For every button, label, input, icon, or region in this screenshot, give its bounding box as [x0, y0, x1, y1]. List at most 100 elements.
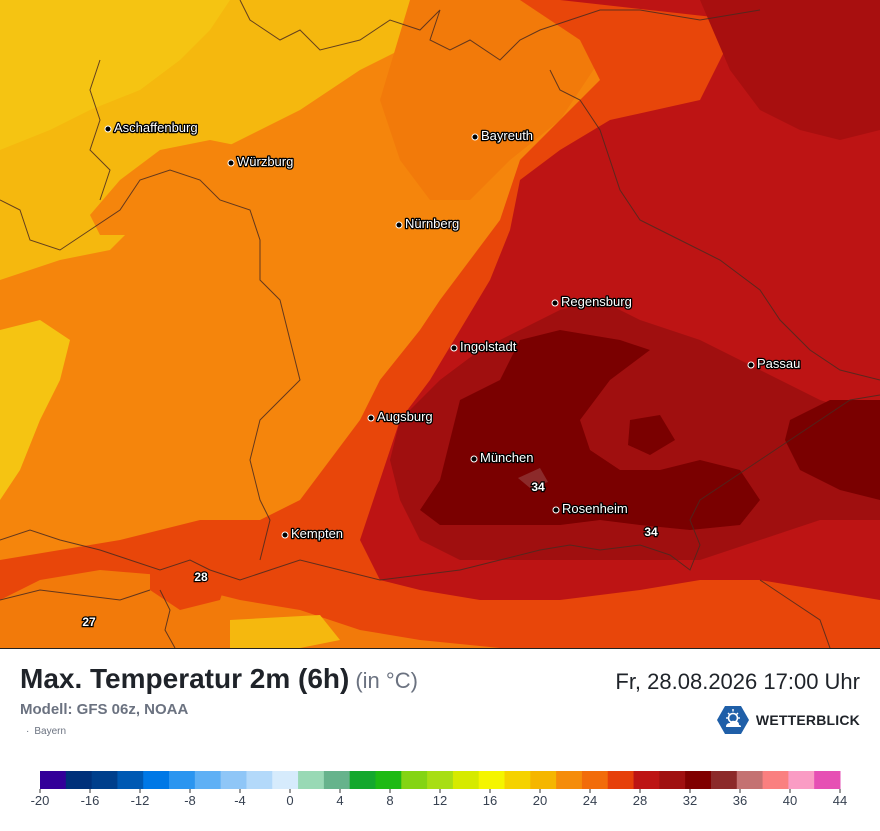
city-label: Kempten	[291, 526, 343, 541]
legend-swatch	[814, 771, 841, 789]
map-footer: Max. Temperatur 2m (6h) (in °C) Modell: G…	[0, 648, 880, 831]
city-label: Nürnberg	[405, 216, 459, 231]
legend-swatch	[607, 771, 635, 789]
value-label: 34	[531, 480, 545, 494]
city-dot-icon	[367, 414, 375, 422]
legend-tick-label: -8	[184, 793, 196, 808]
legend-swatch	[504, 771, 531, 789]
temperature-field-20-south	[230, 615, 340, 648]
legend-swatch	[349, 771, 376, 789]
title-unit: (in °C)	[355, 668, 418, 693]
city-label: Aschaffenburg	[114, 120, 198, 135]
city-label: München	[480, 450, 533, 465]
city-dot-icon	[450, 344, 458, 352]
legend-swatch	[246, 771, 273, 789]
legend-swatch	[65, 771, 93, 789]
temperature-field-26-south	[0, 570, 500, 648]
city-label: Würzburg	[237, 154, 293, 169]
region-text: Bayern	[34, 726, 67, 737]
legend-swatch	[530, 771, 557, 789]
city-kempten[interactable]: Kempten	[281, 525, 344, 542]
city-dot-icon	[471, 133, 479, 141]
title-text: Max. Temperatur 2m (6h)	[20, 663, 350, 694]
region-dot-icon: ·	[26, 726, 30, 737]
legend-swatch	[736, 771, 764, 789]
city-label: Bayreuth	[481, 128, 533, 143]
legend-swatch	[220, 771, 247, 789]
legend-swatch	[272, 771, 299, 789]
legend-swatch	[91, 771, 118, 789]
legend-tick-label: 20	[533, 793, 547, 808]
city-ingolstadt[interactable]: Ingolstadt	[450, 338, 518, 355]
city-dot-icon	[470, 455, 478, 463]
legend-swatch	[710, 771, 738, 789]
temperature-field-34	[420, 330, 760, 530]
legend-swatch	[581, 771, 609, 789]
city-w-rzburg[interactable]: Würzburg	[227, 153, 295, 170]
legend-tick-label: 36	[733, 793, 747, 808]
map-canvas: Aschaffenburg Würzburg Bayreuth Nürnberg Reg…	[0, 0, 880, 648]
city-dot-icon	[747, 361, 755, 369]
legend-tick-label: -12	[131, 793, 150, 808]
legend-tick-label: 28	[633, 793, 647, 808]
legend-swatch	[298, 771, 325, 789]
temperature-map[interactable]: Aschaffenburg Würzburg Bayreuth Nürnberg Reg…	[0, 0, 880, 648]
city-label: Augsburg	[377, 409, 433, 424]
city-n-rnberg[interactable]: Nürnberg	[395, 215, 461, 232]
legend-swatch	[685, 771, 712, 789]
legend-swatch	[478, 771, 506, 789]
temperature-field-20-west	[0, 320, 70, 500]
value-label: 28	[194, 570, 208, 584]
legend-tick-label: 16	[483, 793, 497, 808]
temperature-field-24-west	[90, 140, 310, 235]
temperature-field-20-northwest	[0, 0, 230, 150]
legend-tick-label: -16	[81, 793, 100, 808]
legend-swatch	[117, 771, 144, 789]
city-bayreuth[interactable]: Bayreuth	[471, 127, 534, 144]
legend-tick-label: 40	[783, 793, 797, 808]
legend-swatch	[323, 771, 351, 789]
legend-swatch	[452, 771, 480, 789]
legend-swatch	[40, 771, 67, 789]
temperature-field-31-northeast	[700, 0, 880, 140]
city-dot-icon	[395, 221, 403, 229]
legend-swatch	[143, 771, 170, 789]
legend-swatch	[194, 771, 222, 789]
city-rosenheim[interactable]: Rosenheim	[552, 500, 629, 517]
city-label: Rosenheim	[562, 501, 628, 516]
city-dot-icon	[551, 299, 559, 307]
city-m-nchen[interactable]: München	[470, 449, 535, 466]
region-label: · Bayern	[26, 726, 66, 737]
temperature-field-34-passau	[785, 400, 880, 500]
legend-swatch	[169, 771, 196, 789]
legend-tick-label: 4	[336, 793, 343, 808]
brand-name: WETTERBLICK	[755, 712, 860, 728]
legend-swatch	[788, 771, 815, 789]
value-label: 34	[644, 525, 658, 539]
brand-logo[interactable]: WETTERBLICK	[716, 705, 860, 735]
legend-swatch	[401, 771, 428, 789]
legend-swatch	[375, 771, 402, 789]
legend-tick-label: -4	[234, 793, 246, 808]
city-augsburg[interactable]: Augsburg	[367, 408, 434, 425]
legend-swatch	[427, 771, 454, 789]
forecast-datetime: Fr, 28.08.2026 17:00 Uhr	[615, 669, 860, 694]
legend-swatch	[633, 771, 660, 789]
city-dot-icon	[281, 531, 289, 539]
sun-cloud-icon	[716, 706, 749, 734]
city-label: Regensburg	[561, 294, 632, 309]
city-label: Passau	[757, 356, 800, 371]
legend-tick-label: 8	[386, 793, 393, 808]
legend-tick-label: 0	[286, 793, 293, 808]
city-regensburg[interactable]: Regensburg	[551, 293, 633, 310]
legend-tick-label: 44	[833, 793, 847, 808]
city-markers: Aschaffenburg Würzburg Bayreuth Nürnberg Reg…	[104, 119, 802, 542]
temperature-field-28-southwest	[150, 555, 230, 610]
city-aschaffenburg[interactable]: Aschaffenburg	[104, 119, 199, 136]
city-label: Ingolstadt	[460, 339, 517, 354]
city-dot-icon	[227, 159, 235, 167]
temperature-field-34-east	[628, 415, 675, 455]
city-passau[interactable]: Passau	[747, 355, 802, 372]
legend-swatch	[556, 771, 583, 789]
legend-swatch	[762, 771, 789, 789]
